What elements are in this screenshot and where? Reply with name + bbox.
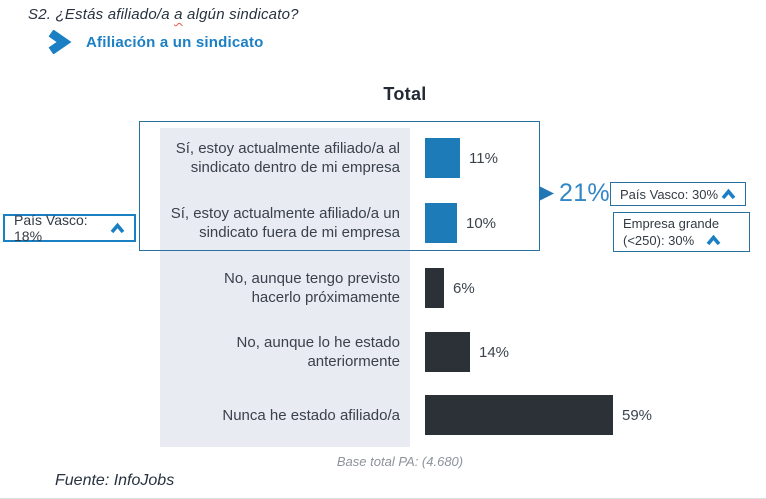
- bar-row: Sí, estoy actualmente afiliado/a un sind…: [0, 203, 766, 243]
- trend-up-icon: [721, 188, 736, 199]
- base-note: Base total PA: (4.680): [336, 454, 464, 469]
- group-total-annotation: 21%: [539, 179, 610, 207]
- value-label: 11%: [469, 149, 498, 167]
- chart-title: Total: [383, 84, 427, 104]
- bar-row: Sí, estoy actualmente afiliado/a al sind…: [0, 138, 766, 178]
- trend-up-icon: [110, 222, 125, 233]
- category-label: Sí, estoy actualmente afiliado/a un sind…: [170, 205, 400, 241]
- trend-up-icon: [706, 235, 721, 246]
- bar-row: No, aunque tengo previsto hacerlo próxim…: [0, 268, 766, 308]
- value-label: 10%: [466, 214, 497, 232]
- category-label: No, aunque lo he estado anteriormente: [236, 334, 400, 370]
- callout-text-line2: (<250): 30%: [623, 233, 695, 248]
- bar: [425, 203, 457, 243]
- category-label: Sí, estoy actualmente afiliado/a al sind…: [175, 140, 400, 176]
- callout-pais-vasco-30: País Vasco: 30%: [610, 182, 746, 206]
- value-label: 59%: [622, 406, 653, 424]
- value-label: 14%: [479, 343, 510, 361]
- group-total-value: 21%: [559, 178, 610, 207]
- bar: [425, 395, 613, 435]
- callout-pais-vasco-18: País Vasco: 18%: [3, 212, 136, 244]
- value-label: 6%: [453, 279, 475, 297]
- section-title: Afiliación a un sindicato: [86, 34, 264, 51]
- category-label-background: [160, 128, 410, 447]
- callout-text-line1: Empresa grande: [623, 216, 720, 231]
- bar: [425, 332, 470, 372]
- source-note: Fuente: InfoJobs: [55, 472, 175, 489]
- pointer-right-icon: [539, 185, 554, 201]
- callout-text: País Vasco: 18%: [14, 212, 88, 244]
- question-text-prefix: S2. ¿Estás afiliado/a: [28, 6, 175, 23]
- question-text-spellcheck-word: a: [174, 6, 183, 23]
- bar: [425, 268, 444, 308]
- category-label: Nunca he estado afiliado/a: [222, 406, 400, 424]
- category-label: No, aunque tengo previsto hacerlo próxim…: [224, 270, 400, 306]
- callout-text: País Vasco: 30%: [620, 186, 719, 202]
- bar-row: No, aunque lo he estado anteriormente 14…: [0, 332, 766, 372]
- question-title: S2. ¿Estás afiliado/a a algún sindicato?: [28, 6, 299, 23]
- bar: [425, 138, 460, 178]
- question-text-suffix: algún sindicato?: [182, 6, 299, 23]
- bar-row: Nunca he estado afiliado/a 59%: [0, 395, 766, 435]
- chevron-right-icon: [48, 30, 72, 54]
- callout-empresa-grande-30: Empresa grande (<250): 30%: [613, 212, 750, 252]
